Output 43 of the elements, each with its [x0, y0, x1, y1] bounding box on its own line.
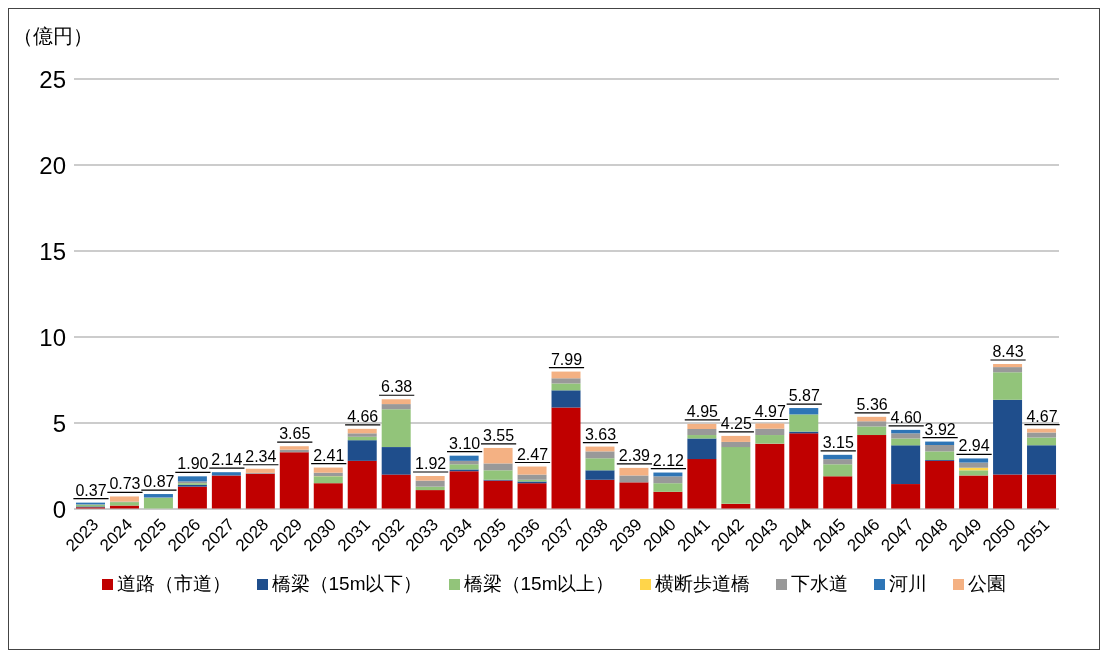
total-label: 2.14 — [211, 451, 243, 469]
legend-label: 橋梁（15m以下） — [271, 572, 423, 596]
legend-label: 横断歩道橋 — [655, 572, 751, 596]
total-label: 0.87 — [143, 473, 175, 491]
y-tick-label: 25 — [39, 65, 66, 93]
total-label: 0.73 — [109, 475, 141, 493]
total-label: 5.36 — [856, 395, 888, 413]
total-label: 3.65 — [279, 425, 311, 443]
total-label: 3.10 — [449, 434, 481, 452]
total-label: 4.66 — [347, 407, 379, 425]
total-label: 4.67 — [1026, 407, 1058, 425]
legend-label: 河川 — [889, 572, 928, 596]
total-label: 4.25 — [720, 414, 752, 432]
legend-label: 公園 — [968, 572, 1007, 596]
legend-label: 橋梁（15m以上） — [463, 572, 615, 596]
total-label: 8.43 — [992, 343, 1024, 360]
legend-label: 道路（市道） — [116, 572, 231, 596]
total-label: 4.97 — [754, 402, 786, 420]
total-label: 1.90 — [177, 455, 209, 473]
y-tick-label: 15 — [39, 237, 66, 265]
total-label: 3.55 — [483, 426, 515, 444]
y-tick-label: 20 — [39, 151, 66, 179]
total-label: 2.12 — [652, 451, 685, 469]
total-label: 4.60 — [890, 408, 922, 426]
total-label: 2.94 — [958, 437, 990, 455]
total-label: 2.41 — [313, 446, 345, 464]
total-label: 0.37 — [75, 481, 107, 499]
total-label: 1.92 — [415, 454, 447, 472]
legend-label: 下水道 — [791, 572, 849, 596]
y-tick-label: 0 — [52, 495, 66, 523]
total-label: 3.63 — [584, 425, 617, 443]
total-label: 3.15 — [822, 433, 854, 451]
total-label: 2.39 — [618, 446, 651, 464]
total-label: 2.47 — [516, 445, 549, 463]
total-label: 7.99 — [550, 350, 583, 368]
y-axis-title: （億円） — [13, 24, 93, 49]
total-label: 6.38 — [381, 378, 413, 396]
total-label: 5.87 — [788, 387, 820, 405]
total-label: 2.34 — [245, 447, 277, 465]
y-tick-label: 5 — [52, 409, 66, 437]
y-tick-label: 10 — [39, 323, 66, 351]
total-label: 3.92 — [924, 420, 956, 438]
total-label: 4.95 — [686, 402, 719, 420]
